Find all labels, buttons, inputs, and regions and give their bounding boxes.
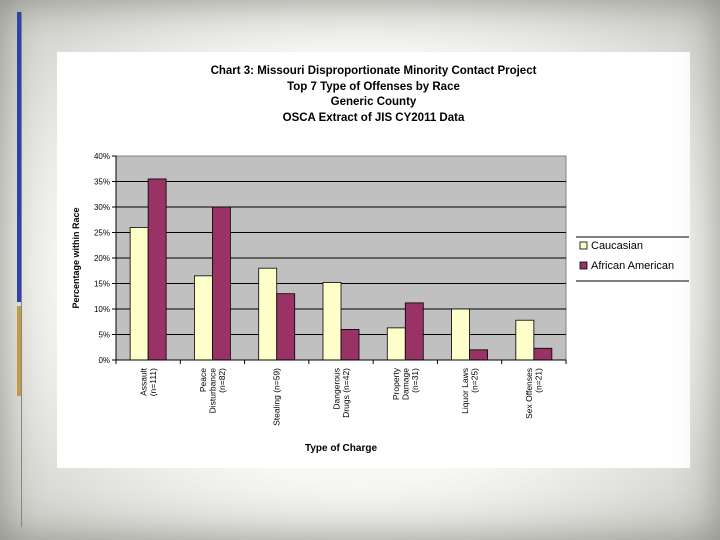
bar-african-american	[340, 328, 360, 361]
x-tick-label: Stealing (n=59)	[272, 368, 282, 426]
accent-line	[21, 12, 22, 527]
chart-title-line-2: Top 7 Type of Offenses by Race	[287, 80, 460, 93]
x-tick-label-line: Assault	[138, 367, 148, 396]
x-tick-label-line: Peace	[198, 368, 208, 392]
x-tick-label: Dangerous Drugs (n=42)	[331, 368, 351, 418]
bar-caucasian	[194, 275, 213, 361]
y-axis-label: Percentage within Race	[71, 207, 81, 308]
x-tick-label-line: Damage	[400, 368, 410, 400]
legend-swatch	[579, 261, 588, 270]
chart-title-line-3: Generic County	[330, 96, 417, 108]
x-tick-label-line: (n=21)	[534, 368, 544, 393]
y-tick-label: 35%	[94, 178, 110, 187]
bar-caucasian	[258, 267, 278, 361]
x-tick-label-line: Property	[391, 367, 401, 400]
bar-caucasian	[129, 226, 149, 361]
accent-bar-blue	[17, 12, 22, 302]
legend-label: Caucasian	[591, 240, 643, 252]
y-axis-ticks: 0% 5% 10% 15% 20% 25% 30% 35% 40%	[94, 152, 117, 365]
x-tick-label: Liquor Laws (n=25)	[460, 368, 480, 414]
x-tick-label-line: Liquor Laws	[460, 368, 470, 414]
chart-card: Chart 3: Missouri Disproportionate Minor…	[57, 52, 690, 468]
y-tick-label: 40%	[94, 152, 110, 161]
x-axis-ticks: Assault (n=111) Peace Disturbance (n=82) Stea…	[115, 360, 567, 426]
x-tick-label-line: (n=82)	[217, 368, 227, 393]
bar-african-american	[469, 349, 488, 361]
y-tick-label: 5%	[98, 331, 110, 340]
y-tick-label: 20%	[94, 254, 110, 263]
bar-caucasian	[322, 282, 342, 361]
y-tick-label: 15%	[94, 280, 110, 289]
x-axis-label: Type of Charge	[305, 443, 377, 454]
x-tick-label: Sex Offenses (n=21)	[524, 368, 544, 419]
accent-bar-gold	[17, 306, 22, 396]
x-tick-label-line: Sex Offenses	[524, 368, 534, 419]
x-tick-label-line: (n=25)	[469, 368, 479, 393]
chart-title-line-4: OSCA Extract of JIS CY2011 Data	[282, 111, 465, 124]
bars	[129, 178, 553, 361]
bar-caucasian	[515, 319, 535, 361]
x-tick-label: Property Damage (n=31)	[391, 367, 420, 400]
legend-box	[576, 237, 689, 281]
x-tick-label: Assault (n=111)	[138, 367, 158, 396]
bar-african-american	[212, 206, 231, 361]
x-tick-label-line: Dangerous	[331, 368, 341, 410]
bar-african-american	[147, 178, 167, 361]
x-tick-label-line: Disturbance	[207, 368, 217, 414]
x-tick-label-line: (n=31)	[410, 368, 420, 393]
bar-african-american	[533, 347, 553, 361]
legend: Caucasian African American	[576, 236, 689, 282]
x-tick-label-line: Drugs (n=42)	[341, 368, 351, 418]
bar-caucasian	[451, 308, 470, 361]
bar-chart: 0% 5% 10% 15% 20% 25% 30% 35% 40% Assault (n=111)…	[71, 152, 689, 454]
y-tick-label: 0%	[98, 356, 110, 365]
legend-swatch	[579, 241, 588, 250]
legend-label: African American	[591, 260, 674, 272]
x-tick-label-line: Stealing (n=59)	[272, 368, 282, 426]
chart-title: Chart 3: Missouri Disproportionate Minor…	[57, 64, 690, 126]
bar-african-american	[404, 302, 424, 361]
bar-caucasian	[386, 327, 406, 361]
chart-title-line-1: Chart 3: Missouri Disproportionate Minor…	[210, 65, 537, 77]
x-tick-label-line: (n=111)	[148, 368, 158, 396]
bar-african-american	[276, 293, 296, 361]
y-tick-label: 10%	[94, 305, 110, 314]
y-tick-label: 25%	[94, 229, 110, 238]
x-tick-label: Peace Disturbance (n=82)	[198, 368, 227, 414]
y-tick-label: 30%	[94, 203, 110, 212]
